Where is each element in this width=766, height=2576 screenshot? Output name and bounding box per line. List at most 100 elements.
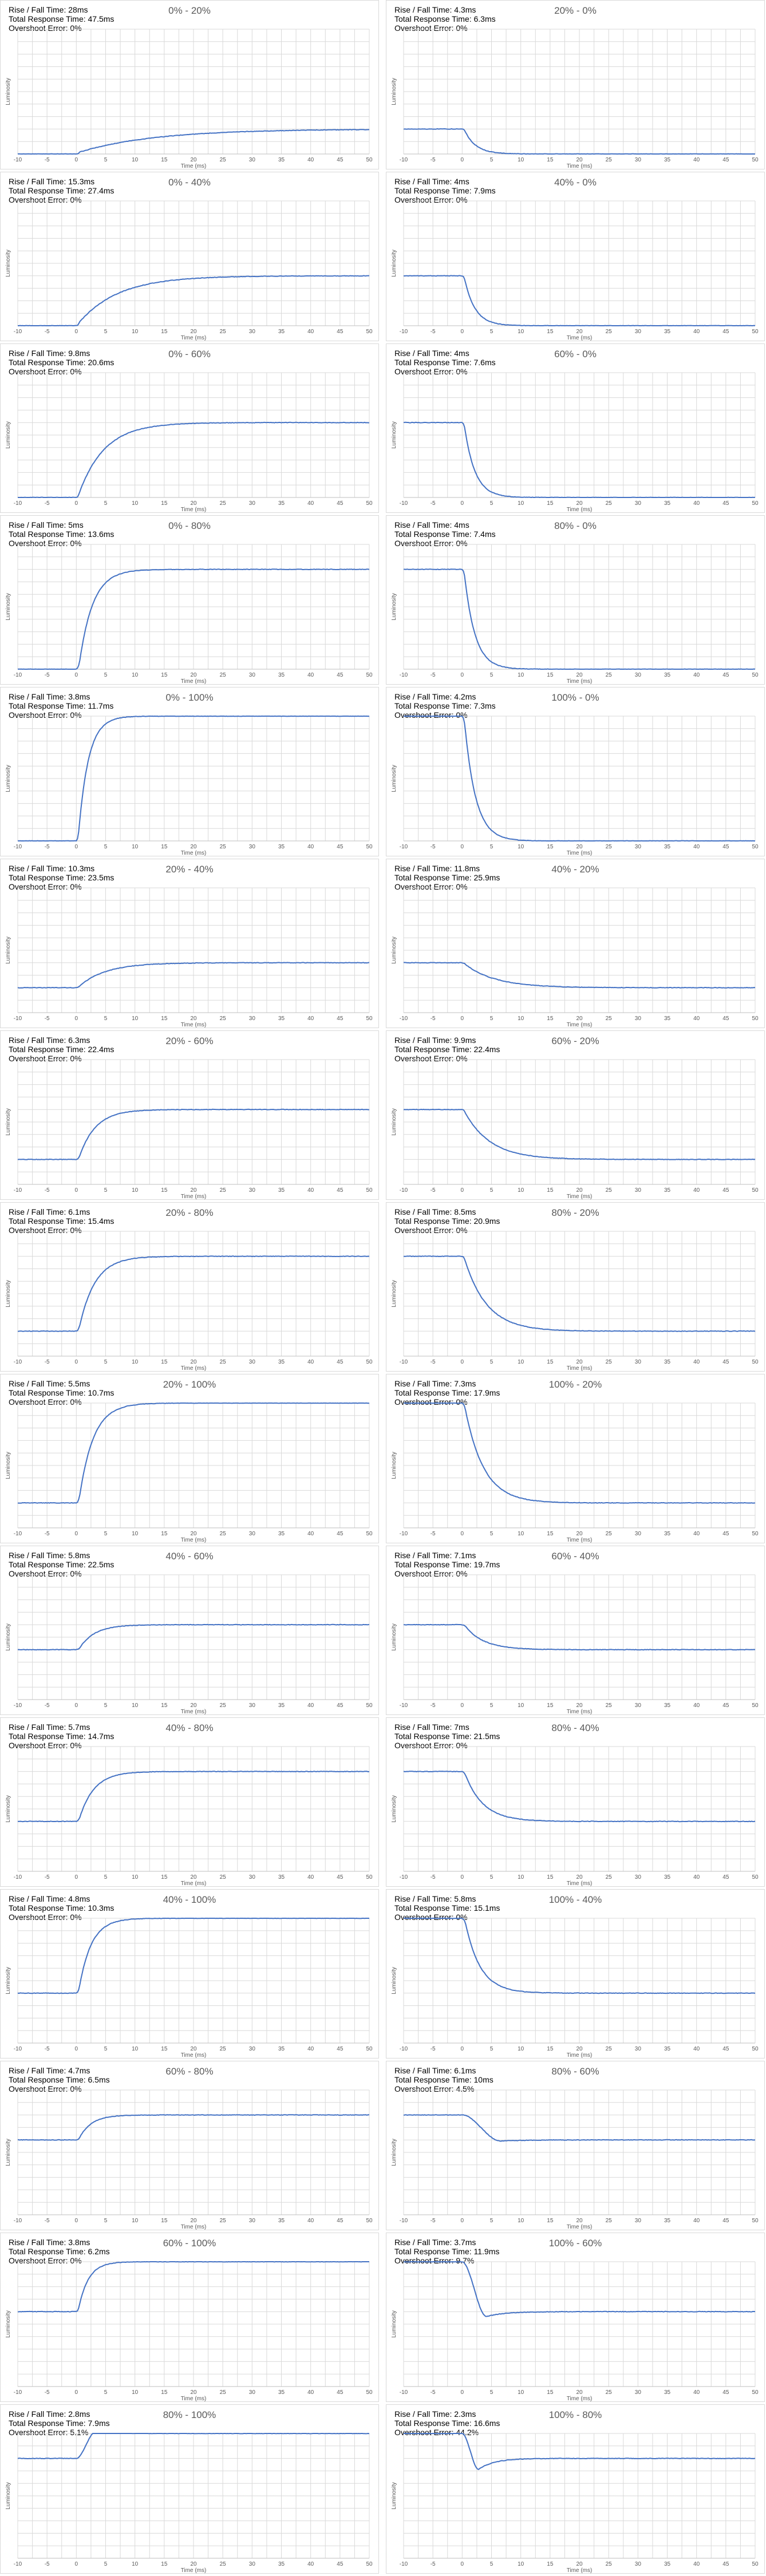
x-tick-label: 30 [249, 1702, 256, 1709]
x-tick-label: 45 [337, 329, 343, 335]
x-tick-label: -10 [400, 329, 408, 335]
overshoot-error: Overshoot Error: 9.7% [394, 2256, 475, 2265]
x-tick-label: -5 [45, 1702, 50, 1709]
x-tick-label: 25 [220, 2561, 227, 2567]
stats-block: Rise / Fall Time: 3.8ms Total Response Ti… [9, 692, 113, 720]
rise-fall-time: Rise / Fall Time: 5.8ms [9, 1551, 90, 1560]
chart-panel: Rise / Fall Time: 4.8ms Total Response Ti… [0, 1889, 379, 2059]
x-tick-label: 10 [518, 844, 524, 850]
x-axis-label: Time (ms) [567, 850, 593, 856]
response-curve [403, 128, 755, 155]
x-tick-label: 40 [307, 1187, 314, 1194]
x-tick-label: 50 [752, 157, 759, 163]
overshoot-error: Overshoot Error: 0% [394, 1913, 468, 1922]
rise-fall-time: Rise / Fall Time: 3.8ms [9, 692, 90, 701]
x-axis-label: Time (ms) [181, 850, 207, 856]
x-tick-label: 0 [461, 1531, 464, 1537]
x-tick-label: 50 [366, 329, 373, 335]
x-tick-label: -10 [14, 500, 22, 507]
chart-title: 60% - 0% [554, 349, 597, 359]
x-tick-label: 35 [664, 157, 671, 163]
x-tick-label: 15 [547, 1531, 554, 1537]
x-tick-label: 15 [547, 329, 554, 335]
stats-block: Rise / Fall Time: 9.8ms Total Response Ti… [9, 349, 114, 376]
x-axis-label: Time (ms) [181, 2224, 207, 2230]
chart-svg: -10 -5 0 5 10 15 20 25 30 35 40 45 50 Time (ms) Lumino… [5, 1574, 373, 1714]
total-response-time: Total Response Time: 7.9ms [9, 2419, 110, 2428]
x-tick-label: 40 [693, 2218, 700, 2224]
y-axis-label: Luminosity [5, 1108, 11, 1136]
x-tick-label: 15 [547, 1359, 554, 1365]
x-tick-label: 35 [278, 672, 285, 678]
response-curve [17, 1623, 370, 1651]
total-response-time: Total Response Time: 22.4ms [394, 1045, 500, 1054]
x-tick-label: 20 [576, 1702, 583, 1709]
x-tick-label: 5 [490, 157, 493, 163]
stats-block: Rise / Fall Time: 6.1ms Total Response Ti… [394, 2066, 493, 2093]
x-tick-label: 20 [576, 2389, 583, 2396]
x-tick-label: -5 [45, 1187, 50, 1194]
x-tick-label: 50 [366, 500, 373, 507]
x-tick-label: 45 [337, 1874, 343, 1880]
x-tick-label: 50 [752, 1702, 759, 1709]
x-tick-label: 40 [693, 1016, 700, 1022]
rise-fall-time: Rise / Fall Time: 4.3ms [394, 5, 476, 14]
x-tick-label: 25 [606, 1359, 613, 1365]
x-tick-label: 0 [461, 672, 464, 678]
rise-fall-time: Rise / Fall Time: 6.1ms [9, 1207, 90, 1216]
x-tick-label: 0 [461, 157, 464, 163]
x-tick-label: 20 [576, 844, 583, 850]
total-response-time: Total Response Time: 16.6ms [394, 2419, 500, 2428]
response-curve [17, 1771, 370, 1823]
x-tick-label: 40 [693, 1187, 700, 1194]
rise-fall-time: Rise / Fall Time: 5.5ms [9, 1379, 90, 1388]
x-tick-label: 20 [576, 157, 583, 163]
chart-panel: Rise / Fall Time: 3.7ms Total Response Ti… [386, 2233, 765, 2402]
x-tick-label: 45 [337, 2561, 343, 2567]
x-tick-label: 0 [75, 157, 78, 163]
x-tick-label: 30 [635, 844, 642, 850]
response-curve [17, 1255, 370, 1332]
y-axis-label: Luminosity [391, 1623, 397, 1651]
x-tick-label: 35 [278, 157, 285, 163]
x-tick-label: 10 [132, 1016, 139, 1022]
x-tick-label: 20 [190, 2218, 197, 2224]
overshoot-error: Overshoot Error: 0% [9, 195, 82, 204]
chart-svg: -10 -5 0 5 10 15 20 25 30 35 40 45 50 Time (ms) Lumino… [391, 200, 759, 341]
x-tick-label: 25 [220, 1187, 227, 1194]
x-tick-label: -10 [400, 1187, 408, 1194]
x-tick-label: 40 [693, 329, 700, 335]
y-axis-label: Luminosity [5, 1623, 11, 1651]
chart-svg: -10 -5 0 5 10 15 20 25 30 35 40 45 50 Time (ms) Lumino… [391, 372, 759, 512]
x-tick-label: 10 [132, 844, 139, 850]
x-tick-label: 20 [576, 1874, 583, 1880]
x-axis-label: Time (ms) [567, 2396, 593, 2402]
stats-block: Rise / Fall Time: 7.1ms Total Response Ti… [394, 1551, 500, 1578]
x-tick-label: 10 [518, 1702, 524, 1709]
x-tick-label: 10 [132, 2218, 139, 2224]
x-tick-label: 20 [190, 2389, 197, 2396]
x-tick-label: 10 [132, 329, 139, 335]
chart-title: 40% - 80% [165, 1722, 214, 1733]
x-axis-label: Time (ms) [181, 2396, 207, 2402]
overshoot-error: Overshoot Error: 0% [9, 1741, 82, 1750]
x-tick-label: 5 [104, 1702, 108, 1709]
total-response-time: Total Response Time: 7.9ms [394, 186, 496, 195]
stats-block: Rise / Fall Time: 7.3ms Total Response Ti… [394, 1379, 500, 1406]
chart-panel: Rise / Fall Time: 2.3ms Total Response Ti… [386, 2404, 765, 2574]
chart-svg: -10 -5 0 5 10 15 20 25 30 35 40 45 50 Time (ms) Lumino… [5, 1231, 373, 1371]
x-tick-label: 30 [249, 1531, 256, 1537]
x-tick-label: 10 [518, 157, 524, 163]
chart-title: 60% - 100% [163, 2238, 216, 2249]
x-tick-label: -10 [14, 2218, 22, 2224]
chart-panel: Rise / Fall Time: 9.8ms Total Response Ti… [0, 343, 379, 513]
x-tick-label: 5 [490, 2561, 493, 2567]
x-tick-label: -5 [431, 672, 436, 678]
x-tick-label: -5 [45, 2218, 50, 2224]
x-tick-label: 10 [518, 500, 524, 507]
x-tick-label: -10 [400, 1874, 408, 1880]
x-tick-label: 5 [104, 1531, 108, 1537]
stats-block: Rise / Fall Time: 4ms Total Response Time… [394, 520, 496, 548]
x-tick-label: 10 [518, 2561, 524, 2567]
x-tick-label: 5 [490, 1016, 493, 1022]
